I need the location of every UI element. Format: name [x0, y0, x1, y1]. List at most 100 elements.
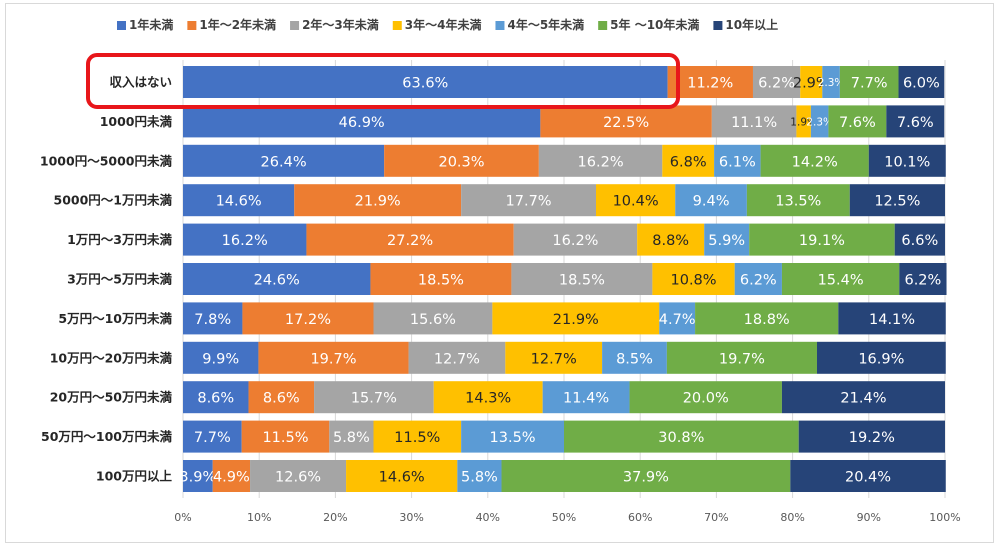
data-label: 9.9% — [202, 351, 239, 367]
data-label: 21.4% — [840, 391, 886, 407]
bar-segment — [242, 302, 374, 335]
data-label: 8.6% — [263, 391, 300, 407]
bar-segment — [898, 66, 945, 98]
bar-segment — [675, 184, 747, 217]
bar-segment — [704, 223, 750, 256]
bar-segment — [752, 66, 801, 98]
bar-row: 7.8% 17.2% 15.6% 21.9% 4.7% 18.8% 14.1% — [183, 302, 946, 335]
data-label: 30.8% — [658, 430, 704, 446]
data-label: 16.2% — [578, 154, 624, 170]
data-label: 17.7% — [506, 194, 552, 210]
data-label: 11.1% — [731, 115, 777, 131]
data-label: 11.5% — [394, 430, 440, 446]
data-label: 10.4% — [613, 194, 659, 210]
bar-segment — [542, 381, 630, 414]
data-label: 2.9% — [793, 76, 830, 92]
data-label: 4.7% — [659, 312, 696, 328]
bar-segment — [492, 302, 660, 335]
bar-row: 8.6% 8.6% 15.7% 14.3% 11.4% 20.0% 21.4% — [183, 381, 945, 414]
data-label: 8.5% — [616, 351, 653, 367]
category-label: 50万円～100万円未満 — [41, 429, 172, 444]
bar-segment — [822, 66, 840, 98]
data-label: 9.4% — [693, 194, 730, 210]
bar-segment — [370, 263, 512, 295]
bar-segment — [212, 460, 251, 492]
legend-label: 5年 ～10年未満 — [610, 17, 699, 32]
data-label: 21.9% — [553, 312, 599, 328]
bar-segment — [662, 144, 715, 177]
data-label: 18.5% — [418, 273, 464, 289]
bar-segment — [408, 341, 506, 374]
bar-segment — [899, 263, 947, 295]
legend-swatch — [187, 21, 197, 30]
data-label: 7.7% — [194, 430, 231, 446]
data-label: 19.7% — [719, 351, 765, 367]
bar-row: 63.6% 11.2% 6.2%2.9%2.3% 7.7% 6.0% — [183, 66, 945, 98]
bar-segment — [433, 381, 543, 414]
legend-swatch — [117, 21, 126, 30]
bar-segment — [637, 223, 705, 256]
bar-segment — [183, 420, 242, 453]
data-label: 6.8% — [670, 154, 707, 170]
data-label: 8.6% — [197, 391, 234, 407]
bars: 63.6% 11.2% 6.2%2.9%2.3% 7.7% 6.0%46.9% 22.5%… — [179, 66, 947, 492]
data-label: 7.8% — [194, 312, 231, 328]
category-labels: 収入はない 1000円未満 1000円～5000円未満 5000円～1万円未満 1万円～… — [40, 75, 173, 484]
bar-segment — [868, 144, 946, 177]
data-label: 14.1% — [869, 312, 915, 328]
data-label: 63.6% — [402, 76, 448, 92]
data-label: 6.6% — [901, 233, 938, 249]
data-label: 2.3% — [818, 77, 845, 89]
highlight-box — [86, 53, 680, 109]
x-tick-label: 20% — [323, 511, 347, 524]
data-label: 12.7% — [531, 351, 577, 367]
bar-segment — [666, 341, 817, 374]
bar-segment — [781, 381, 945, 414]
bar-row: 3.9%4.9% 12.6% 14.6% 5.8% 37.9% 20.4% — [179, 460, 946, 492]
legend-item: 3年～4年未満 — [392, 17, 481, 32]
legend-item: 5年 ～10年未満 — [598, 17, 699, 32]
data-label: 14.2% — [792, 154, 838, 170]
category-label: 1000円～5000円未満 — [40, 153, 173, 168]
legend-label: 4年～5年未満 — [507, 17, 584, 32]
data-label: 27.2% — [387, 233, 433, 249]
bar-segment — [760, 144, 869, 177]
bar-segment — [183, 66, 668, 98]
bar-row: 46.9% 22.5% 11.1% 1.9%2.3% 7.6% 7.6% — [183, 105, 945, 138]
bar-segment — [596, 184, 676, 217]
bar-segment — [457, 460, 502, 492]
data-label: 14.3% — [465, 391, 511, 407]
bar-segment — [838, 302, 946, 335]
x-tick-label: 60% — [628, 511, 652, 524]
bar-segment — [734, 263, 782, 295]
bar-segment — [538, 144, 663, 177]
legend-label: 1年未満 — [129, 17, 173, 32]
data-label: 18.8% — [744, 312, 790, 328]
bar-segment — [248, 381, 315, 414]
bar-segment — [373, 420, 462, 453]
bar-segment — [346, 460, 458, 492]
data-label: 12.6% — [275, 470, 321, 486]
category-label: 10万円～20万円未満 — [50, 350, 173, 365]
data-label: 2.3% — [806, 116, 833, 128]
bar-segment — [183, 144, 385, 177]
bar-segment — [816, 341, 946, 374]
bar-segment — [461, 184, 597, 217]
bar-segment — [849, 184, 945, 217]
bar-row: 9.9% 19.7% 12.7% 12.7% 8.5% 19.7% 16.9% — [183, 341, 946, 374]
data-label: 20.4% — [845, 470, 891, 486]
bar-segment — [659, 302, 696, 335]
x-tick-label: 0% — [174, 511, 191, 524]
data-label: 5.8% — [461, 470, 498, 486]
data-label: 1.9% — [790, 116, 817, 128]
data-label: 6.0% — [903, 76, 940, 92]
bar-segment — [894, 223, 945, 256]
bar-segment — [886, 105, 945, 138]
data-label: 12.5% — [874, 194, 920, 210]
data-label: 4.9% — [213, 470, 250, 486]
bar-segment — [695, 302, 839, 335]
bar-segment — [461, 420, 564, 453]
bar-segment — [183, 105, 541, 138]
bar-segment — [746, 184, 850, 217]
